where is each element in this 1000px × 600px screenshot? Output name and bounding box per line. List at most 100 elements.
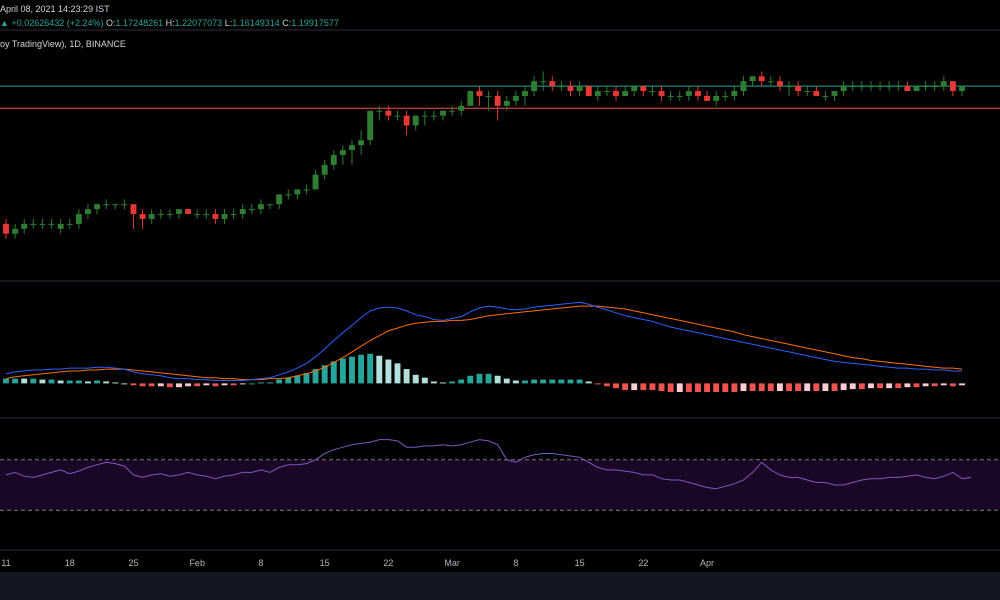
macd-histogram-bar [121,383,128,385]
macd-histogram-bar [804,383,811,392]
candle-up [722,95,729,97]
candle-up [831,91,838,96]
macd-histogram-bar [294,375,301,384]
x-tick-label: 8 [513,558,518,568]
x-tick-label: 15 [575,558,585,568]
macd-histogram-bar [239,383,246,385]
x-tick-label: 11 [1,558,10,568]
candle-up [66,223,73,225]
candle-up [922,86,929,88]
x-tick-label: Mar [444,558,460,568]
candle-up [312,174,319,190]
candle-up [121,204,128,206]
macd-histogram-bar [522,380,528,384]
candle-up [786,86,792,88]
candle-up [685,91,692,96]
candle-up [12,228,19,234]
macd-histogram-bar [230,383,237,386]
macd-histogram-bar [139,383,146,387]
macd-histogram-bar [931,383,938,387]
change-arrow-icon: ▲ [0,18,9,28]
candle-up [631,86,638,92]
macd-histogram-bar [339,358,346,384]
chart-title: oy TradingView), 1D, BINANCE [0,38,126,50]
macd-histogram-bar [367,353,374,384]
high-value: 1.22077073 [174,18,223,28]
macd-histogram-bar [667,383,674,392]
macd-histogram-bar [84,381,91,384]
macd-signal-line [5,305,963,381]
candle-up [203,214,210,216]
macd-histogram-bar [940,383,947,386]
macd-histogram-bar [421,377,428,384]
macd-histogram-bar [713,383,720,392]
macd-histogram-bar [303,372,310,384]
candle-up [103,204,110,206]
candle-down [704,95,711,101]
macd-histogram-bar [248,383,255,385]
header-timestamp: April 08, 2021 14:23:29 IST [0,3,110,15]
candle-up [931,86,938,88]
candle-up [376,110,383,112]
candle-up [430,115,437,117]
macd-histogram-bar [112,382,119,384]
candle-up [221,214,228,219]
macd-histogram-bar [886,383,893,389]
candle-up [112,204,119,206]
macd-histogram-bar [722,383,729,392]
candle-up [467,91,474,106]
macd-histogram-bar [603,383,610,387]
candle-down [904,86,911,92]
macd-histogram-bar [613,383,619,389]
macd-histogram-bar [585,381,592,384]
candle-up [248,209,255,211]
macd-histogram-bar [203,383,210,386]
macd-histogram-bar [449,381,456,384]
macd-histogram-bar [30,378,37,384]
candle-up [349,145,355,151]
candle-up [676,95,683,97]
x-tick-label: Feb [189,558,205,568]
x-tick-label: 15 [320,558,330,568]
macd-histogram-bar [959,383,965,386]
candle-up [75,214,82,224]
candle-down [658,91,665,96]
candle-up [421,115,428,117]
rsi-line [5,439,972,490]
candle-up [148,214,155,219]
macd-histogram-bar [767,383,774,392]
macd-histogram-bar [212,383,219,387]
macd-histogram-bar [358,354,365,384]
candle-down [130,204,137,215]
candle-up [749,76,756,82]
macd-histogram-bar [877,383,884,389]
macd-histogram-bar [676,383,683,392]
candle-up [740,81,747,92]
close-label: C: [282,18,292,28]
macd-histogram-bar [3,378,9,384]
change-value: +0.02626432 (+2.24%) [11,18,104,28]
candle-up [285,194,292,196]
x-tick-label: 8 [258,558,263,568]
candle-down [549,81,556,87]
macd-histogram-bar [695,383,701,392]
macd-histogram-bar [867,383,874,389]
candle-up [731,91,738,96]
macd-histogram-bar [467,375,474,384]
macd-histogram-bar [622,383,629,391]
candle-up [458,105,465,111]
candle-up [622,91,629,96]
candle-up [767,81,774,83]
macd-histogram-bar [631,383,638,391]
candle-down [185,209,192,215]
candle-up [959,86,965,92]
candle-up [503,100,510,106]
candle-up [394,115,401,117]
macd-histogram-bar [895,383,902,389]
macd-histogram-bar [685,383,692,392]
candle-down [385,110,392,116]
macd-histogram-bar [221,383,228,386]
candle-down [813,91,820,96]
macd-histogram-bar [267,382,273,384]
